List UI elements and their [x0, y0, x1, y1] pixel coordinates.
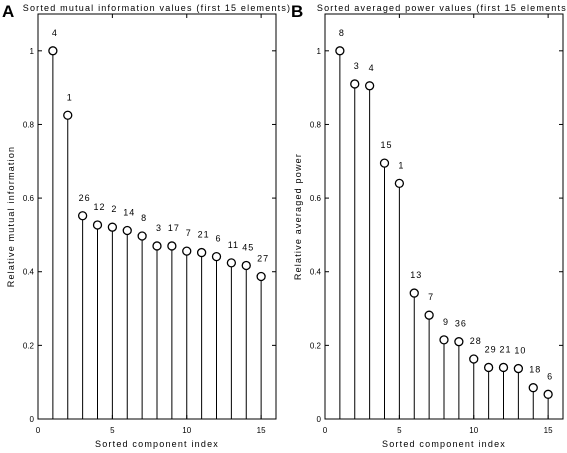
y-tick-label: 0.8 — [23, 120, 35, 129]
x-tick-label: 5 — [110, 426, 115, 435]
component-label: 11 — [228, 240, 239, 250]
stem-marker — [122, 225, 132, 236]
stem-marker — [167, 241, 177, 251]
component-label: 4 — [52, 28, 58, 38]
component-label: 21 — [499, 344, 511, 354]
stem-marker — [439, 335, 449, 345]
stem-marker — [152, 241, 162, 251]
x-tick-label: 0 — [36, 426, 41, 435]
component-label: 12 — [93, 202, 105, 212]
component-label: 28 — [470, 336, 482, 346]
y-tick-label: 0.6 — [23, 194, 35, 203]
component-label: 9 — [443, 317, 449, 327]
component-label: 29 — [485, 344, 497, 354]
stem-marker — [256, 271, 266, 282]
stem-marker — [63, 110, 73, 120]
x-tick-label: 15 — [544, 426, 553, 435]
y-tick-label: 0.4 — [23, 268, 35, 277]
y-tick-label: 0 — [317, 415, 322, 424]
component-label: 8 — [339, 28, 345, 38]
stem-marker — [409, 288, 419, 298]
component-label: 4 — [369, 63, 375, 73]
component-label: 13 — [410, 270, 422, 280]
component-label: 14 — [123, 207, 135, 217]
stem-marker — [469, 354, 479, 364]
stem-marker — [182, 246, 192, 256]
component-label: 15 — [380, 140, 392, 150]
component-label: 21 — [198, 230, 210, 240]
y-tick-label: 1 — [30, 47, 35, 56]
component-label: 6 — [215, 234, 221, 244]
stem-marker — [211, 251, 222, 262]
component-label: 7 — [186, 228, 192, 238]
stem-marker — [92, 220, 103, 230]
stem-marker — [424, 310, 434, 320]
component-label: 27 — [257, 254, 269, 264]
component-label: 3 — [354, 61, 360, 71]
stem-marker — [137, 231, 147, 241]
stem-marker — [513, 363, 524, 374]
stem-marker — [498, 362, 509, 373]
x-tick-label: 0 — [323, 426, 328, 435]
chart-title: Sorted mutual information values (first … — [23, 3, 292, 13]
component-label: 8 — [141, 213, 147, 223]
stem-marker — [394, 178, 405, 189]
stem-marker — [350, 79, 360, 89]
component-label: 1 — [398, 160, 404, 170]
component-label: 6 — [547, 371, 553, 381]
x-tick-label: 5 — [397, 426, 402, 435]
y-tick-label: 0.2 — [23, 341, 35, 350]
stem-marker — [107, 222, 118, 232]
component-label: 17 — [168, 223, 180, 233]
panel-b: B Sorted averaged power values (first 15 … — [291, 2, 567, 449]
component-label: 18 — [529, 365, 541, 375]
x-axis-label: Sorted component index — [95, 439, 219, 449]
stem-marker — [48, 46, 58, 56]
y-tick-label: 1 — [317, 47, 322, 56]
stem-marker — [196, 247, 207, 258]
x-axis-label: Sorted component index — [382, 439, 506, 449]
stem-marker — [528, 383, 538, 393]
x-tick-label: 10 — [182, 426, 191, 435]
stem-marker — [77, 211, 88, 221]
y-tick-label: 0.4 — [310, 268, 322, 277]
y-tick-label: 0.6 — [310, 194, 322, 203]
y-tick-label: 0 — [30, 415, 35, 424]
x-tick-label: 10 — [469, 426, 478, 435]
component-label: 36 — [455, 319, 467, 329]
chart-title: Sorted averaged power values (first 15 e… — [317, 3, 567, 13]
y-axis-label: Relative averaged power — [293, 153, 303, 280]
x-tick-label: 15 — [257, 426, 266, 435]
y-axis-label: Relative mutual information — [6, 146, 16, 287]
stem-marker — [454, 337, 464, 347]
y-tick-label: 0.2 — [310, 341, 322, 350]
component-label: 45 — [242, 242, 254, 252]
stem-marker — [543, 389, 553, 399]
y-tick-label: 0.8 — [310, 120, 322, 129]
panel-letter: B — [291, 2, 303, 21]
stem-marker — [483, 362, 494, 373]
stem-marker — [241, 260, 251, 271]
component-label: 1 — [67, 92, 73, 102]
stem-marker — [335, 46, 345, 56]
component-label: 7 — [428, 292, 434, 302]
component-label: 3 — [156, 223, 162, 233]
component-label: 26 — [79, 193, 91, 203]
component-label: 10 — [514, 346, 526, 356]
stem-marker — [226, 258, 237, 268]
stem-marker — [364, 81, 375, 91]
stem-marker — [379, 158, 390, 168]
panel-letter: A — [2, 2, 14, 21]
component-label: 2 — [111, 204, 117, 214]
panel-a: A Sorted mutual information values (first… — [2, 2, 292, 449]
